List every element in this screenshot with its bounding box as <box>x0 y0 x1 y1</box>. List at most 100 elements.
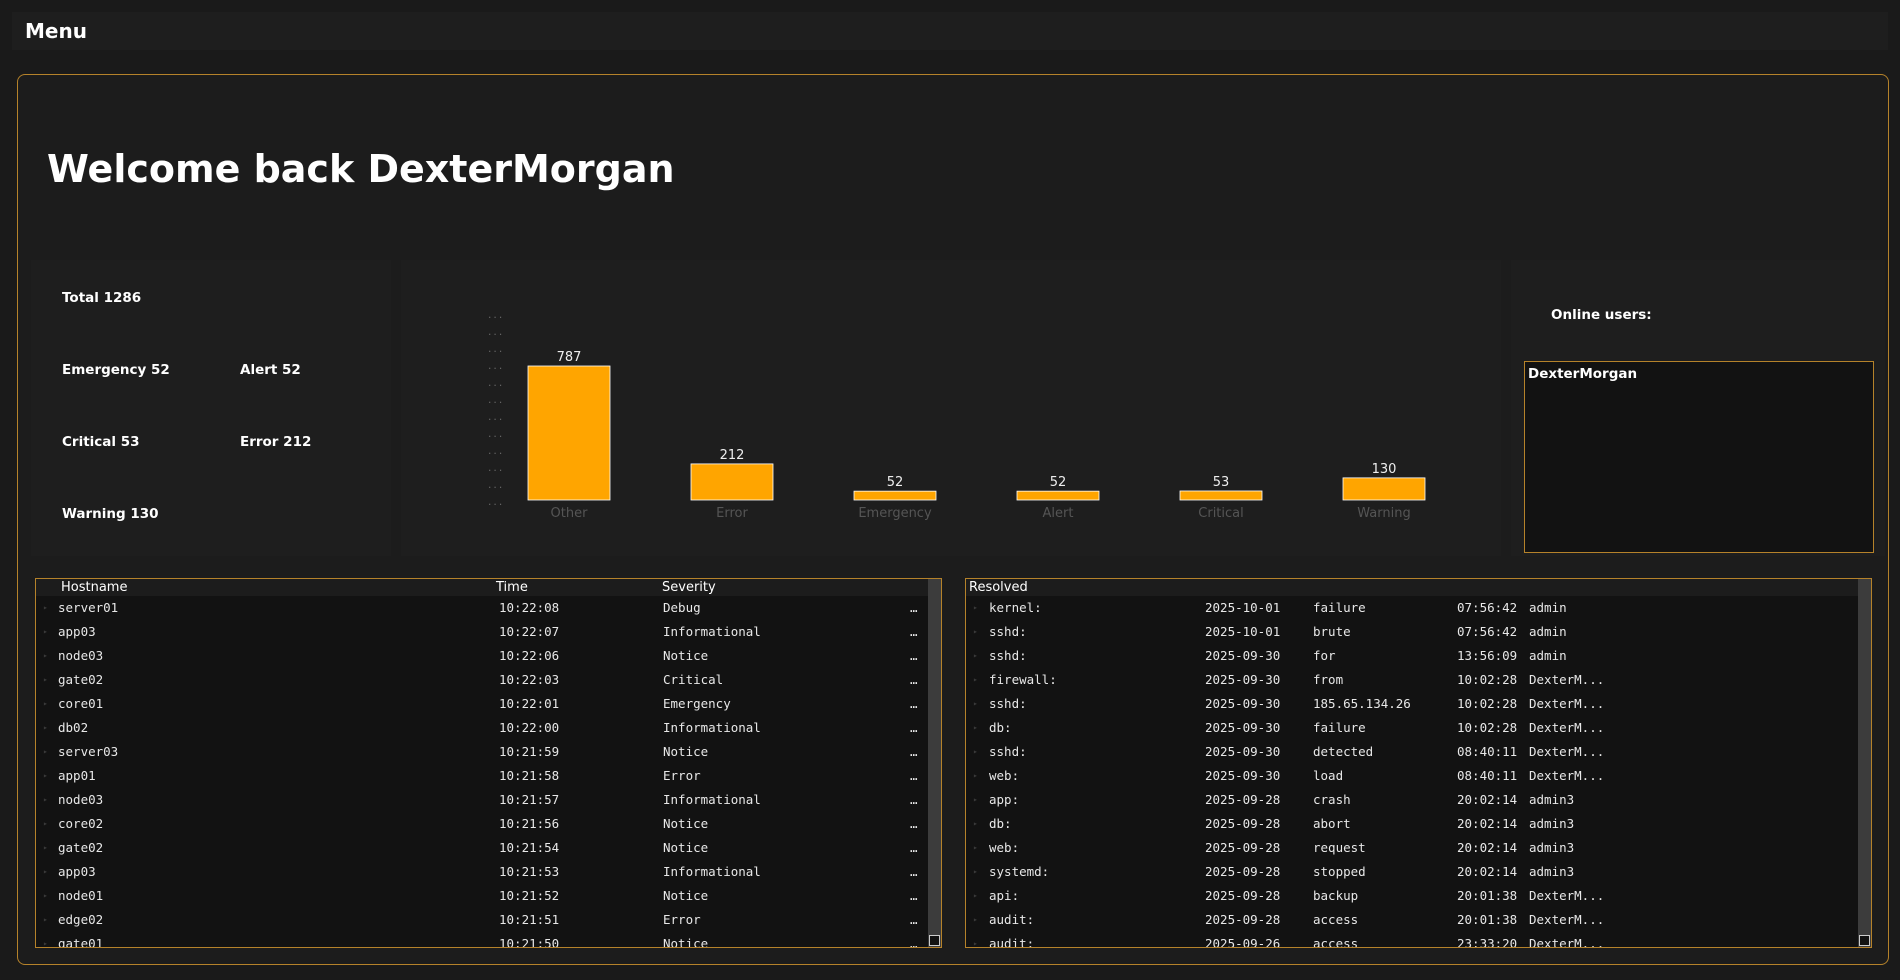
log-table-row[interactable]: ▸ node01 10:21:52 Notice… <box>36 884 927 908</box>
online-user-item[interactable]: DexterMorgan <box>1528 366 1638 382</box>
log-severity: Critical <box>663 672 724 687</box>
log-table-row[interactable]: ▸ db02 10:22:00 Informational… <box>36 716 927 740</box>
resolved-table-row[interactable]: ▸ web: 2025-09-30 load 08:40:11 DexterM... <box>966 764 1857 788</box>
triangle-right-icon[interactable]: ▸ <box>43 891 48 900</box>
bar-alert[interactable] <box>1016 490 1100 501</box>
resolved-table-row[interactable]: ▸ app: 2025-09-28 crash 20:02:14 admin3 <box>966 788 1857 812</box>
log-table-row[interactable]: ▸ core02 10:21:56 Notice… <box>36 812 927 836</box>
resolved-table-scrollbar[interactable] <box>1858 579 1871 947</box>
col-severity[interactable]: Severity <box>662 580 716 595</box>
triangle-right-icon[interactable]: ▸ <box>43 627 48 636</box>
triangle-right-icon[interactable]: ▸ <box>43 915 48 924</box>
log-more: … <box>910 840 918 855</box>
triangle-right-icon[interactable]: ▸ <box>43 603 48 612</box>
triangle-right-icon[interactable]: ▸ <box>973 723 978 732</box>
triangle-right-icon[interactable]: ▸ <box>43 819 48 828</box>
resolved-table-row[interactable]: ▸ db: 2025-09-30 failure 10:02:28 DexterM... <box>966 716 1857 740</box>
triangle-right-icon[interactable]: ▸ <box>43 867 48 876</box>
triangle-right-icon[interactable]: ▸ <box>973 771 978 780</box>
log-table-row[interactable]: ▸ app01 10:21:58 Error… <box>36 764 927 788</box>
triangle-right-icon[interactable]: ▸ <box>973 675 978 684</box>
resolved-table-row[interactable]: ▸ audit: 2025-09-26 access 23:33:20 DexterM..… <box>966 932 1857 948</box>
triangle-right-icon[interactable]: ▸ <box>973 699 978 708</box>
bar-warning[interactable] <box>1342 477 1426 501</box>
y-tick-label: ... <box>487 311 503 321</box>
triangle-right-icon[interactable]: ▸ <box>43 771 48 780</box>
resolved-table-row[interactable]: ▸ sshd: 2025-09-30 185.65.134.26 10:02:28 Dex… <box>966 692 1857 716</box>
triangle-right-icon[interactable]: ▸ <box>43 723 48 732</box>
resolved-keyword: 185.65.134.26 <box>1313 696 1411 711</box>
triangle-right-icon[interactable]: ▸ <box>43 843 48 852</box>
triangle-right-icon[interactable]: ▸ <box>973 603 978 612</box>
triangle-right-icon[interactable]: ▸ <box>973 939 978 948</box>
resolved-table-row[interactable]: ▸ firewall: 2025-09-30 from 10:02:28 DexterM.… <box>966 668 1857 692</box>
log-table-row[interactable]: ▸ gate02 10:22:03 Critical… <box>36 668 927 692</box>
resolved-time: 10:02:28 <box>1457 672 1518 687</box>
log-table-row[interactable]: ▸ node03 10:22:06 Notice… <box>36 644 927 668</box>
triangle-right-icon[interactable]: ▸ <box>973 627 978 636</box>
online-users-list[interactable]: DexterMorgan <box>1524 361 1874 553</box>
bar-emergency[interactable] <box>853 490 937 501</box>
triangle-right-icon[interactable]: ▸ <box>43 747 48 756</box>
resolved-table-row[interactable]: ▸ audit: 2025-09-28 access 20:01:38 DexterM..… <box>966 908 1857 932</box>
resolved-table-row[interactable]: ▸ kernel: 2025-10-01 failure 07:56:42 admin <box>966 596 1857 620</box>
log-table-row[interactable]: ▸ node03 10:21:57 Informational… <box>36 788 927 812</box>
resolved-table-row[interactable]: ▸ web: 2025-09-28 request 20:02:14 admin3 <box>966 836 1857 860</box>
triangle-right-icon[interactable]: ▸ <box>43 795 48 804</box>
col-time[interactable]: Time <box>496 580 528 595</box>
log-hostname: server03 <box>58 744 119 759</box>
menu-button[interactable]: Menu <box>25 19 87 43</box>
log-table-row[interactable]: ▸ gate02 10:21:54 Notice… <box>36 836 927 860</box>
resolved-table-row[interactable]: ▸ systemd: 2025-09-28 stopped 20:02:14 admin3 <box>966 860 1857 884</box>
resolved-time: 07:56:42 <box>1457 600 1518 615</box>
log-severity: Informational <box>663 720 761 735</box>
triangle-right-icon[interactable]: ▸ <box>973 819 978 828</box>
bar-critical[interactable] <box>1179 490 1263 501</box>
log-table-row[interactable]: ▸ edge02 10:21:51 Error… <box>36 908 927 932</box>
resolved-time: 20:02:14 <box>1457 792 1518 807</box>
triangle-right-icon[interactable]: ▸ <box>43 651 48 660</box>
resolved-table[interactable]: Resolved ▸ kernel: 2025-10-01 failure 07:56:… <box>965 578 1872 948</box>
log-table-row[interactable]: ▸ gate01 10:21:50 Notice… <box>36 932 927 948</box>
y-tick-label: ... <box>487 498 503 508</box>
log-table-row[interactable]: ▸ app03 10:21:53 Informational… <box>36 860 927 884</box>
resolved-table-row[interactable]: ▸ api: 2025-09-28 backup 20:01:38 DexterM... <box>966 884 1857 908</box>
log-more: … <box>910 936 918 948</box>
log-table-row[interactable]: ▸ server01 10:22:08 Debug… <box>36 596 927 620</box>
triangle-right-icon[interactable]: ▸ <box>43 939 48 948</box>
triangle-right-icon[interactable]: ▸ <box>973 651 978 660</box>
log-time: 10:21:57 <box>499 792 560 807</box>
log-hostname: gate01 <box>58 936 104 948</box>
resolved-table-row[interactable]: ▸ db: 2025-09-28 abort 20:02:14 admin3 <box>966 812 1857 836</box>
resolved-date: 2025-09-28 <box>1205 912 1281 927</box>
triangle-right-icon[interactable]: ▸ <box>973 747 978 756</box>
bar-error[interactable] <box>690 463 774 501</box>
triangle-right-icon[interactable]: ▸ <box>973 915 978 924</box>
resolved-table-row[interactable]: ▸ sshd: 2025-10-01 brute 07:56:42 admin <box>966 620 1857 644</box>
log-table-row[interactable]: ▸ app03 10:22:07 Informational… <box>36 620 927 644</box>
triangle-right-icon[interactable]: ▸ <box>973 843 978 852</box>
resolved-table-row[interactable]: ▸ sshd: 2025-09-30 detected 08:40:11 DexterM.… <box>966 740 1857 764</box>
resize-grip-icon[interactable] <box>929 935 940 946</box>
log-table[interactable]: Hostname Time Severity ▸ server01 10:22:08… <box>35 578 942 948</box>
log-table-scrollbar[interactable] <box>928 579 941 947</box>
resolved-source: audit: <box>989 912 1035 927</box>
log-table-row[interactable]: ▸ server03 10:21:59 Notice… <box>36 740 927 764</box>
col-hostname[interactable]: Hostname <box>61 580 128 595</box>
resize-grip-icon[interactable] <box>1859 935 1870 946</box>
triangle-right-icon[interactable]: ▸ <box>973 795 978 804</box>
log-more: … <box>910 912 918 927</box>
resolved-source: audit: <box>989 936 1035 948</box>
log-table-row[interactable]: ▸ core01 10:22:01 Emergency… <box>36 692 927 716</box>
triangle-right-icon[interactable]: ▸ <box>973 891 978 900</box>
resolved-date: 2025-09-30 <box>1205 648 1281 663</box>
triangle-right-icon[interactable]: ▸ <box>973 867 978 876</box>
bar-other[interactable] <box>527 365 611 501</box>
log-severity: Error <box>663 912 701 927</box>
resolved-date: 2025-09-30 <box>1205 720 1281 735</box>
triangle-right-icon[interactable]: ▸ <box>43 699 48 708</box>
resolved-table-row[interactable]: ▸ sshd: 2025-09-30 for 13:56:09 admin <box>966 644 1857 668</box>
triangle-right-icon[interactable]: ▸ <box>43 675 48 684</box>
log-time: 10:22:03 <box>499 672 560 687</box>
col-resolved[interactable]: Resolved <box>969 580 1028 595</box>
